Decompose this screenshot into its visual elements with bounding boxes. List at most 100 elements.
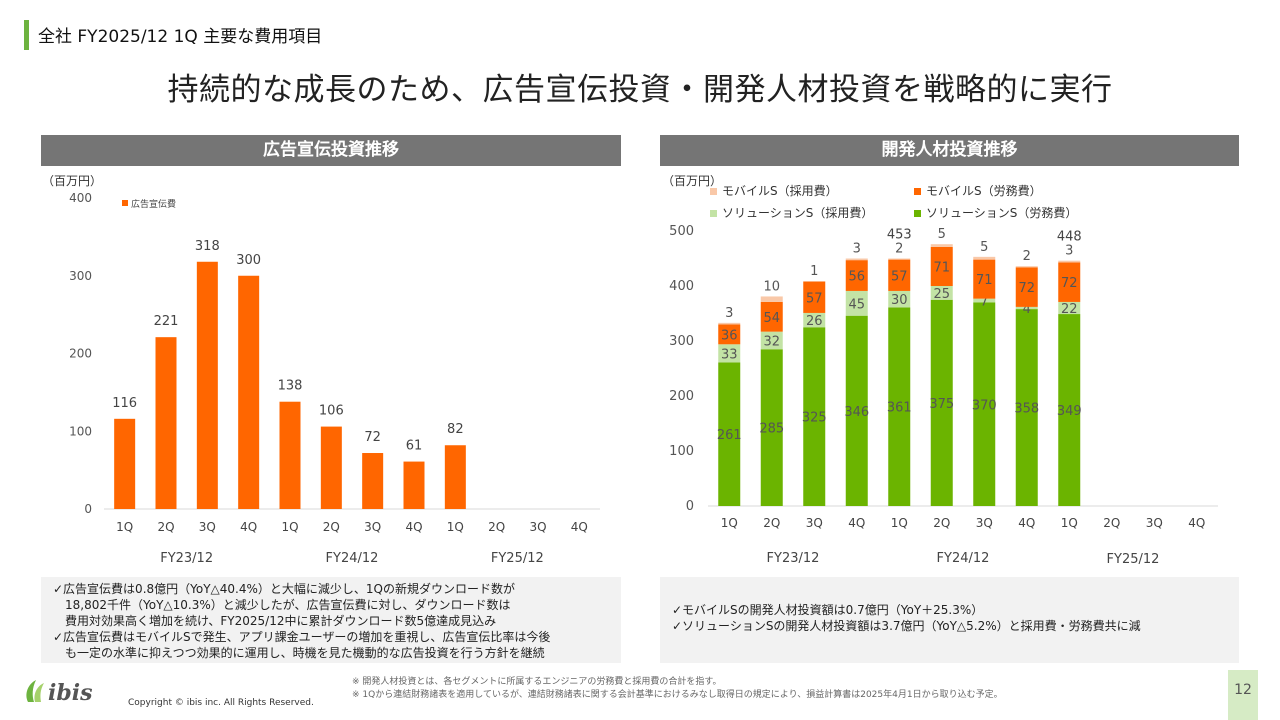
y-tick-label: 300: [669, 334, 694, 349]
x-tick-label: 2Q: [933, 516, 950, 530]
dev-total-label: 453: [887, 228, 912, 243]
footnote: ※ 1Qから連結財務諸表を適用しているが、連結財務諸表に関する会計基準におけるみ…: [352, 690, 1003, 700]
dev-bar-value-label: 1: [810, 264, 818, 279]
dev-bar-value-label: 349: [1057, 404, 1082, 419]
x-tick-label: 2Q: [1103, 516, 1120, 530]
x-tick-label: 2Q: [763, 516, 780, 530]
dev-bar-segment: [930, 299, 953, 506]
y-tick-label: 300: [69, 269, 92, 283]
x-tick-label: 1Q: [116, 520, 133, 534]
y-tick-label: 200: [669, 389, 694, 404]
x-group-label: FY23/12: [160, 551, 213, 566]
ad-bar-value-label: 106: [319, 404, 344, 419]
dev-bar-segment: [930, 246, 953, 286]
ad-bar: [279, 401, 301, 509]
dev-bar-value-label: 10: [763, 279, 780, 294]
x-group-label: FY23/12: [767, 551, 820, 566]
ad-bar: [403, 461, 425, 509]
legend-swatch: [122, 200, 128, 206]
dev-bar-segment: [718, 322, 741, 325]
ad-bar: [196, 261, 218, 509]
ad-bar-value-label: 82: [447, 422, 464, 437]
x-tick-label: 4Q: [848, 516, 865, 530]
dev-bar-value-label: 71: [976, 273, 993, 288]
dev-bar-value-label: 3: [1065, 244, 1073, 259]
x-tick-label: 4Q: [240, 520, 257, 534]
dev-bar-segment: [1015, 266, 1038, 268]
dev-bar-segment: [973, 298, 996, 303]
ad-bar: [155, 337, 177, 509]
dev-bar-value-label: 370: [972, 398, 997, 413]
copyright: Copyright © ibis inc. All Rights Reserve…: [128, 698, 314, 708]
dev-bar-segment: [760, 331, 783, 350]
dev-bar-value-label: 25: [933, 287, 950, 302]
ad-bar-value-label: 318: [195, 239, 220, 254]
ibis-logo-text: ibis: [48, 680, 93, 706]
dev-bar-segment: [1058, 262, 1081, 302]
dev-bar-value-label: 261: [717, 428, 742, 443]
legend-label: モバイルS（採用費）: [722, 183, 838, 198]
dev-bar-segment: [845, 315, 868, 506]
dev-bar-segment: [803, 281, 826, 282]
dev-bar-segment: [718, 344, 741, 363]
ad-note-line: 18,802千件（YoY△10.3%）と減少したが、広告宣伝費に対し、ダウンロー…: [65, 598, 511, 612]
dev-bar-value-label: 7: [980, 295, 988, 310]
dev-bar-segment: [760, 296, 783, 302]
dev-bar-segment: [888, 307, 911, 506]
dev-bar-value-label: 5: [938, 227, 946, 242]
y-tick-label: 400: [69, 191, 92, 205]
x-tick-label: 1Q: [891, 516, 908, 530]
dev-bar-value-label: 32: [763, 334, 780, 349]
footnote: ※ 開発人材投資とは、各セグメントに所属するエンジニアの労務費と採用費の合計を指…: [352, 677, 722, 687]
ad-bar: [238, 275, 260, 509]
ad-bar-value-label: 221: [154, 314, 179, 329]
dev-bar-value-label: 346: [844, 405, 869, 420]
section-label: 全社 FY2025/12 1Q 主要な費用項目: [38, 27, 323, 47]
ad-bar-value-label: 116: [112, 396, 137, 411]
dev-bar-value-label: 5: [980, 240, 988, 255]
x-tick-label: 4Q: [1188, 516, 1205, 530]
dev-bar-value-label: 36: [721, 328, 738, 343]
dev-bar-value-label: 26: [806, 314, 823, 329]
dev-investment-chart: 0 100 200 300 400 500 モバイルS（採用費） モバイルS（労務費） ソリュー…: [669, 183, 1218, 567]
dev-bar-segment: [1015, 309, 1038, 506]
ad-investment-panel-header: 広告宣伝投資推移: [41, 135, 621, 166]
dev-bar-segment: [718, 324, 741, 345]
dev-bar-value-label: 33: [721, 347, 738, 362]
dev-bar-value-label: 22: [1061, 302, 1078, 317]
x-tick-label: 1Q: [447, 520, 464, 534]
dev-total-label: 448: [1057, 230, 1082, 245]
dev-note-line: ✓モバイルSの開発人材投資額は0.7億円（YoY＋25.3%）: [672, 603, 984, 617]
dev-bar-segment: [760, 349, 783, 506]
legend-swatch: [710, 188, 717, 195]
dev-bar-segment: [888, 290, 911, 308]
ad-investment-chart: 0 100 200 300 400 広告宣伝費 116 1Q 221 2Q 318 3Q 300 4Q 13…: [69, 191, 600, 566]
dev-bar-value-label: 56: [848, 270, 865, 285]
x-tick-label: 3Q: [199, 520, 216, 534]
y-tick-label: 500: [669, 224, 694, 239]
x-tick-label: 2Q: [157, 520, 174, 534]
x-tick-label: 3Q: [806, 516, 823, 530]
y-tick-label: 0: [686, 499, 694, 514]
x-group-label: FY25/12: [1107, 552, 1160, 567]
dev-bar-segment: [888, 258, 911, 260]
dev-bar-segment: [973, 256, 996, 260]
x-tick-label: 4Q: [405, 520, 422, 534]
y-tick-label: 400: [669, 279, 694, 294]
dev-bar-segment: [803, 281, 826, 313]
dev-chart-unit-label: （百万円）: [662, 174, 723, 188]
page-number-box: [1228, 670, 1258, 720]
page-title: 持続的な成長のため、広告宣伝投資・開発人材投資を戦略的に実行: [167, 72, 1113, 108]
y-tick-label: 100: [669, 444, 694, 459]
dev-bar-value-label: 57: [806, 291, 823, 306]
ad-bar: [444, 445, 466, 509]
dev-bar-segment: [1058, 260, 1081, 263]
dev-bar-value-label: 361: [887, 401, 912, 416]
x-tick-label: 3Q: [1146, 516, 1163, 530]
dev-bar-value-label: 285: [759, 422, 784, 437]
ad-bar: [320, 426, 342, 509]
ad-bar: [362, 453, 384, 509]
ad-bar-value-label: 138: [278, 379, 303, 394]
dev-bar-value-label: 72: [1018, 281, 1035, 296]
ad-note-line: ✓広告宣伝費はモバイルSで発生、アプリ課金ユーザーの増加を重視し、広告宣伝比率は…: [53, 630, 551, 644]
